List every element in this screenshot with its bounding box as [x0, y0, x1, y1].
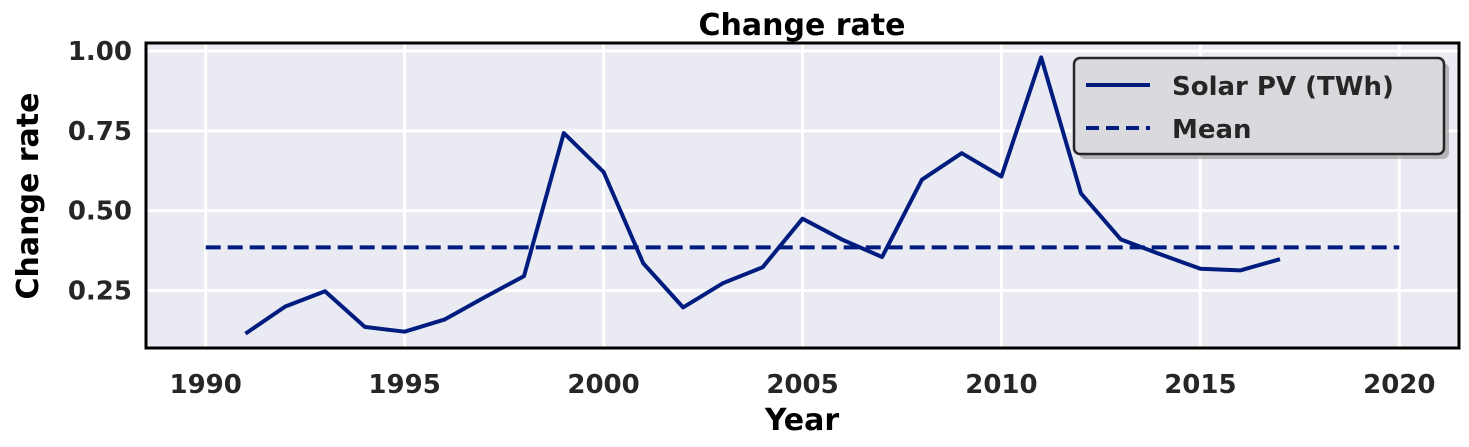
y-axis-label: Change rate — [11, 93, 46, 300]
x-tick-label: 2000 — [567, 370, 639, 400]
legend-box — [1072, 56, 1446, 156]
y-tick-label: 0.50 — [68, 197, 132, 227]
series-line-solar-pv — [244, 55, 1281, 336]
series-layer — [205, 55, 1400, 336]
legend-label-mean: Mean — [1172, 115, 1252, 145]
y-tick-label: 0.25 — [68, 277, 132, 307]
x-tick-label: 2020 — [1363, 370, 1435, 400]
x-tick-label: 2005 — [766, 370, 838, 400]
ticks: 1990 1995 2000 2005 2010 2015 2020 0.25 0.50 0.75… — [68, 37, 1436, 400]
y-tick-label: 0.75 — [68, 117, 132, 147]
x-axis-label: Year — [764, 403, 840, 438]
legend-label-solar: Solar PV (TWh) — [1172, 72, 1394, 102]
y-tick-label: 1.00 — [68, 37, 132, 67]
x-tick-label: 1990 — [169, 370, 241, 400]
legend: Solar PV (TWh) Mean — [1072, 56, 1449, 159]
x-tick-label: 1995 — [368, 370, 440, 400]
x-tick-label: 2010 — [965, 370, 1037, 400]
plot-frame — [144, 41, 1461, 350]
chart-title: Change rate — [699, 8, 906, 43]
x-tick-label: 2015 — [1164, 370, 1236, 400]
